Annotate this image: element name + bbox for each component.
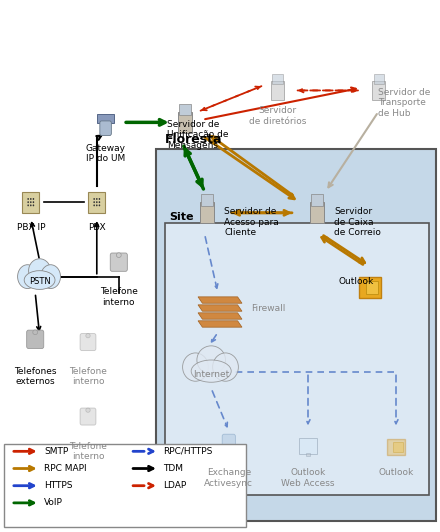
Text: Floresta: Floresta [165, 134, 223, 146]
Polygon shape [198, 313, 242, 319]
FancyBboxPatch shape [387, 439, 405, 455]
Text: Internet: Internet [193, 370, 229, 379]
Ellipse shape [18, 265, 37, 288]
Text: TDM: TDM [163, 464, 183, 473]
Text: Outlook: Outlook [378, 468, 414, 477]
Ellipse shape [33, 201, 34, 203]
Text: Telefone
interno: Telefone interno [100, 287, 138, 306]
Ellipse shape [93, 201, 95, 203]
Ellipse shape [30, 201, 32, 203]
Ellipse shape [40, 265, 60, 288]
Ellipse shape [183, 353, 209, 381]
Text: Telefone
interno: Telefone interno [69, 367, 107, 386]
FancyBboxPatch shape [202, 194, 213, 205]
FancyBboxPatch shape [100, 121, 111, 136]
Ellipse shape [191, 360, 231, 382]
Text: RPC/HTTPS: RPC/HTTPS [163, 447, 213, 456]
FancyBboxPatch shape [178, 112, 192, 133]
Ellipse shape [27, 198, 29, 200]
Ellipse shape [27, 204, 29, 206]
Ellipse shape [86, 334, 90, 338]
FancyBboxPatch shape [165, 223, 429, 495]
Polygon shape [198, 321, 242, 327]
Ellipse shape [24, 271, 55, 289]
Ellipse shape [86, 408, 90, 412]
Text: PBX: PBX [88, 223, 106, 232]
FancyBboxPatch shape [97, 114, 114, 123]
Text: Telefone
interno: Telefone interno [69, 442, 107, 461]
Ellipse shape [99, 198, 100, 200]
Ellipse shape [93, 198, 95, 200]
FancyBboxPatch shape [27, 330, 44, 348]
Text: Telefones
externos: Telefones externos [14, 367, 56, 386]
Text: VoIP: VoIP [44, 498, 63, 508]
FancyBboxPatch shape [372, 81, 385, 99]
Ellipse shape [27, 201, 29, 203]
Text: Outlook
Web Access: Outlook Web Access [281, 468, 335, 487]
FancyBboxPatch shape [80, 334, 96, 351]
Ellipse shape [99, 204, 100, 206]
FancyBboxPatch shape [312, 194, 323, 205]
Ellipse shape [96, 198, 98, 200]
Text: Servidor
de diretórios: Servidor de diretórios [249, 106, 306, 126]
FancyBboxPatch shape [4, 444, 246, 527]
Ellipse shape [33, 198, 34, 200]
Polygon shape [198, 305, 242, 311]
FancyBboxPatch shape [180, 104, 191, 115]
Text: Servidor de
Unificação de
Mensagens: Servidor de Unificação de Mensagens [167, 120, 229, 149]
FancyBboxPatch shape [310, 202, 324, 223]
Ellipse shape [96, 204, 98, 206]
FancyBboxPatch shape [272, 74, 283, 85]
Text: Gateway
IP do UM: Gateway IP do UM [86, 144, 125, 163]
Text: Servidor
de Caixa
de Correio: Servidor de Caixa de Correio [334, 207, 381, 237]
Ellipse shape [93, 204, 95, 206]
Text: PBX IP: PBX IP [17, 223, 45, 232]
Ellipse shape [30, 198, 32, 200]
Ellipse shape [197, 346, 226, 374]
FancyBboxPatch shape [110, 253, 127, 271]
FancyBboxPatch shape [359, 277, 381, 298]
Ellipse shape [96, 201, 98, 203]
Text: SMTP: SMTP [44, 447, 68, 456]
FancyBboxPatch shape [222, 434, 235, 460]
Ellipse shape [99, 201, 100, 203]
Ellipse shape [33, 330, 38, 335]
Text: Servidor de
Transporte
de Hub: Servidor de Transporte de Hub [378, 88, 431, 118]
Text: HTTPS: HTTPS [44, 481, 73, 490]
Text: Servidor de
Acesso para
Cliente: Servidor de Acesso para Cliente [224, 207, 279, 237]
Text: LDAP: LDAP [163, 481, 187, 490]
Text: Site: Site [169, 212, 194, 222]
FancyBboxPatch shape [80, 408, 96, 425]
Text: PSTN: PSTN [29, 277, 51, 286]
FancyBboxPatch shape [366, 280, 378, 294]
Ellipse shape [30, 204, 32, 206]
Ellipse shape [213, 353, 238, 381]
FancyBboxPatch shape [374, 74, 384, 85]
FancyBboxPatch shape [156, 149, 436, 521]
FancyBboxPatch shape [22, 192, 40, 212]
Text: Firewall: Firewall [251, 304, 285, 313]
Text: RPC MAPI: RPC MAPI [44, 464, 87, 473]
Ellipse shape [29, 259, 51, 282]
Ellipse shape [117, 253, 121, 257]
FancyBboxPatch shape [271, 81, 284, 99]
Ellipse shape [33, 204, 34, 206]
FancyBboxPatch shape [306, 453, 310, 455]
FancyBboxPatch shape [88, 192, 106, 212]
FancyBboxPatch shape [299, 437, 317, 453]
Text: Outlook: Outlook [339, 278, 374, 286]
FancyBboxPatch shape [393, 442, 403, 452]
Polygon shape [198, 297, 242, 303]
Text: Exchange
Activesync: Exchange Activesync [204, 468, 253, 487]
FancyBboxPatch shape [200, 202, 214, 223]
